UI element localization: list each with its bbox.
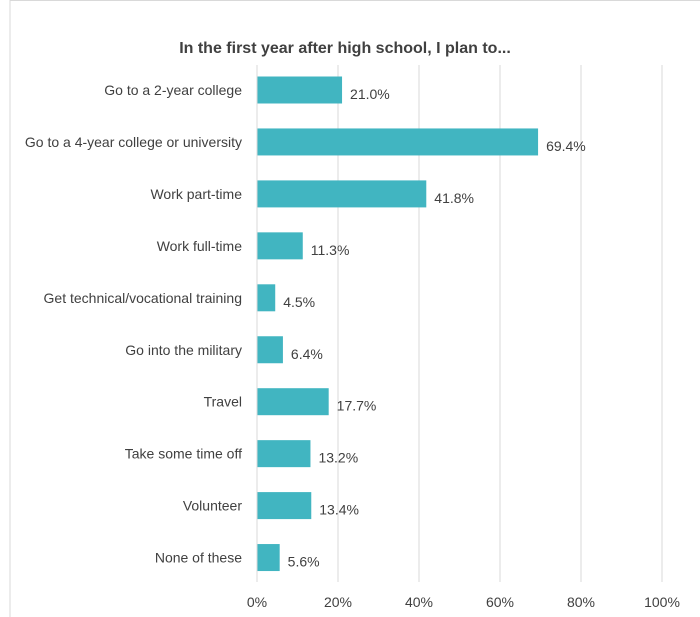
value-label: 17.7% <box>337 398 377 414</box>
x-tick-label: 100% <box>644 594 680 610</box>
bar <box>257 76 343 104</box>
category-labels: Go to a 2-year college Go to a 4-year col… <box>25 82 242 566</box>
bar <box>257 544 280 572</box>
value-labels: 21.0% 69.4% 41.8% 11.3% 4.5% 6.4% 17.7% 13.2% 13… <box>283 86 586 570</box>
bar <box>257 232 303 260</box>
value-label: 41.8% <box>434 190 474 206</box>
bar <box>257 336 283 364</box>
x-tick-label: 80% <box>567 594 595 610</box>
category-label: Go into the military <box>125 342 242 358</box>
category-label: Volunteer <box>183 498 242 514</box>
category-label: Go to a 4-year college or university <box>25 134 242 150</box>
bar <box>257 128 539 156</box>
bar <box>257 440 311 468</box>
value-label: 69.4% <box>546 138 586 154</box>
chart-title: In the first year after high school, I p… <box>179 40 511 57</box>
category-label: Take some time off <box>125 446 242 462</box>
bars <box>257 76 539 572</box>
category-label: Travel <box>204 394 242 410</box>
x-axis-tick-labels: 0% 20% 40% 60% 80% 100% <box>247 594 680 610</box>
value-label: 5.6% <box>288 554 320 570</box>
bar <box>257 492 312 520</box>
bar <box>257 388 329 416</box>
bar <box>257 180 427 208</box>
value-label: 11.3% <box>311 242 350 258</box>
x-tick-label: 20% <box>324 594 352 610</box>
value-label: 6.4% <box>291 346 323 362</box>
value-label: 21.0% <box>350 86 390 102</box>
value-label: 13.4% <box>319 502 359 518</box>
x-tick-label: 60% <box>486 594 514 610</box>
category-label: Go to a 2-year college <box>104 82 242 98</box>
x-tick-label: 0% <box>247 594 267 610</box>
value-label: 13.2% <box>318 450 358 466</box>
category-label: Work full-time <box>157 238 243 254</box>
category-label: Get technical/vocational training <box>44 290 242 306</box>
category-label: None of these <box>155 550 242 566</box>
x-tick-label: 40% <box>405 594 433 610</box>
bar <box>257 284 276 312</box>
value-label: 4.5% <box>283 294 315 310</box>
category-label: Work part-time <box>150 186 242 202</box>
